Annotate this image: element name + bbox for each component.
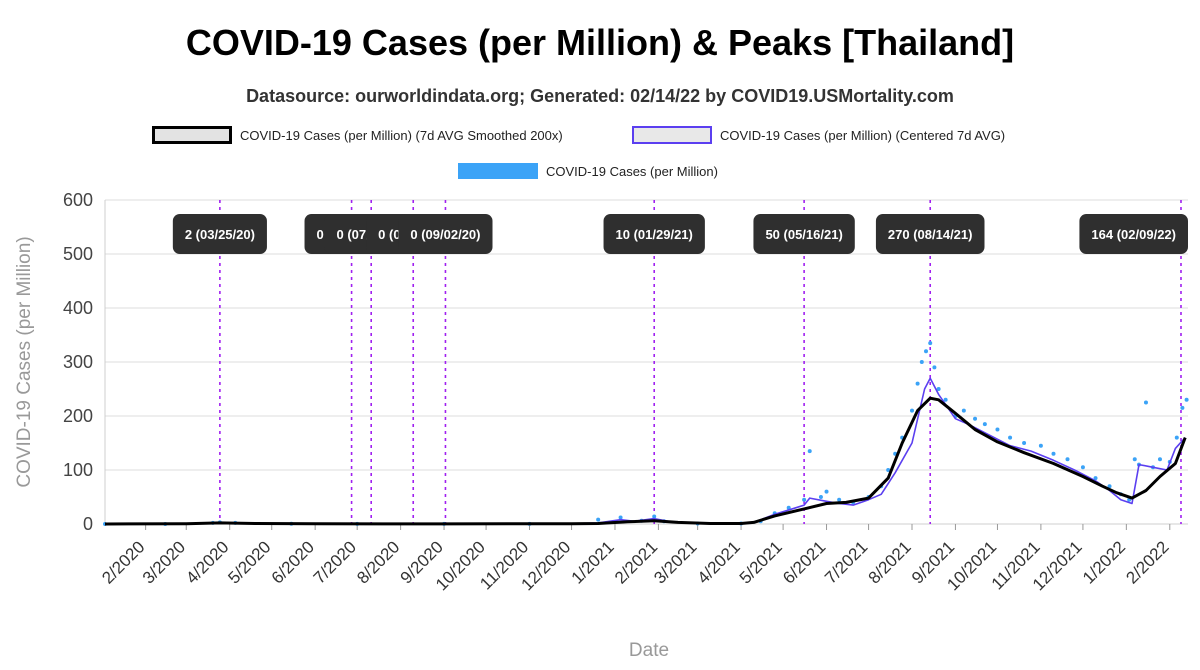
raw-point [1080,465,1085,470]
peak-label: 10 (01/29/21) [603,214,705,254]
raw-point [1008,435,1013,440]
x-tick-label: 7/2020 [310,537,360,587]
peak-label: 164 (02/09/22) [1079,214,1188,254]
raw-point [1143,400,1148,405]
peak-label-text: 2 (03/25/20) [185,227,255,242]
legend-swatch-smoothed [152,126,232,144]
raw-point [618,515,623,520]
legend-label-centered: COVID-19 Cases (per Million) (Centered 7… [720,127,1006,143]
peak-label-box [753,214,855,254]
peak-label: 50 (05/16/21) [753,214,855,254]
x-tick-label: 5/2021 [736,537,786,587]
peak-label-box [603,214,705,254]
peak-label-box [1079,214,1188,254]
y-tick-label: 0 [83,514,93,534]
peak-label-box [875,214,985,254]
peak-label-text: 10 (01/29/21) [616,227,693,242]
raw-point [1157,457,1162,462]
raw-point [652,514,657,519]
raw-point [596,517,601,522]
peak-label: 2 (03/25/20) [172,214,267,254]
raw-point [807,449,812,454]
raw-point [1038,443,1043,448]
x-tick-label: 6/2020 [268,537,318,587]
y-axis-label: COVID-19 Cases (per Million) [14,236,35,487]
raw-point [1180,405,1185,410]
raw-point [961,408,966,413]
raw-point [995,427,1000,432]
lines-layer [104,377,1187,526]
x-tick-label: 6/2021 [779,537,829,587]
raw-point [909,408,914,413]
raw-point [837,497,842,502]
peak-label: 0 (09/02/20) [398,214,493,254]
x-tick-label: 3/2020 [139,537,189,587]
raw-point [818,495,823,499]
raw-point [1022,441,1027,445]
raw-point [802,497,807,502]
raw-point [919,360,924,364]
y-tick-label: 400 [63,298,93,318]
legend-item-smoothed[interactable]: COVID-19 Cases (per Million) (7d AVG Smo… [152,126,563,144]
peak-label: 270 (08/14/21) [875,214,985,254]
x-tick-label: 4/2020 [182,537,232,587]
x-tick-label: 2/2021 [611,537,661,587]
x-tick-label: 1/2022 [1079,537,1129,587]
y-tick-label: 200 [63,406,93,426]
y-tick-label: 100 [63,460,93,480]
raw-point [915,381,920,386]
legend-swatch-centered [632,126,712,144]
legend-item-centered[interactable]: COVID-19 Cases (per Million) (Centered 7… [632,126,1005,144]
x-tick-label: 7/2021 [821,537,871,587]
raw-point [1065,457,1070,462]
chart-title: COVID-19 Cases (per Million) & Peaks [Th… [185,22,1015,63]
x-tick-label: 2/2022 [1122,537,1172,587]
raw-point [943,397,948,402]
x-tick-label: 1/2021 [568,537,618,587]
raw-point [886,468,891,472]
smoothed-7d-avg-line [104,396,1187,526]
raw-point [786,505,791,510]
x-tick-label: 8/2020 [353,537,403,587]
raw-point [1093,476,1098,481]
raw-point [1107,484,1112,489]
x-tick-label: 8/2021 [865,537,915,587]
x-tick-label: 2/2020 [98,537,148,587]
peak-label-text: 50 (05/16/21) [765,227,842,242]
peak-label-text: 270 (08/14/21) [888,227,973,242]
y-tick-label: 500 [63,244,93,264]
peak-label-box [398,214,493,254]
legend-label-smoothed: COVID-19 Cases (per Million) (7d AVG Smo… [240,127,563,143]
y-tick-label: 300 [63,352,93,372]
raw-point [824,489,829,494]
chart-subtitle: Datasource: ourworldindata.org; Generate… [246,86,954,106]
x-tick-label: 4/2021 [694,537,744,587]
legend-swatch-raw [458,163,538,179]
x-tick-label: 5/2020 [224,537,274,587]
raw-points-layer [103,341,1189,526]
raw-point [928,341,933,346]
x-axis-label: Date [629,640,669,661]
legend-item-raw[interactable]: COVID-19 Cases (per Million) [458,163,718,179]
raw-point [924,349,929,354]
legend-label-raw: COVID-19 Cases (per Million) [546,163,718,179]
raw-point [973,416,978,421]
peak-lines-layer [219,200,1182,524]
peak-label-box [172,214,267,254]
raw-point [1051,451,1056,456]
x-tick-label: 3/2021 [650,537,700,587]
raw-point [1174,435,1179,440]
peak-label-text: 0 (09/02/20) [410,227,480,242]
peak-label-text: 164 (02/09/22) [1091,227,1176,242]
raw-point [982,422,987,427]
peak-labels-layer: 2 (03/25/20)0 (06/27/20)0 (07/11/20)0 (0… [172,214,1188,254]
raw-point [1184,397,1189,402]
raw-point [936,387,941,391]
raw-point [1132,457,1137,462]
y-tick-label: 600 [63,190,93,210]
raw-point [932,365,937,370]
